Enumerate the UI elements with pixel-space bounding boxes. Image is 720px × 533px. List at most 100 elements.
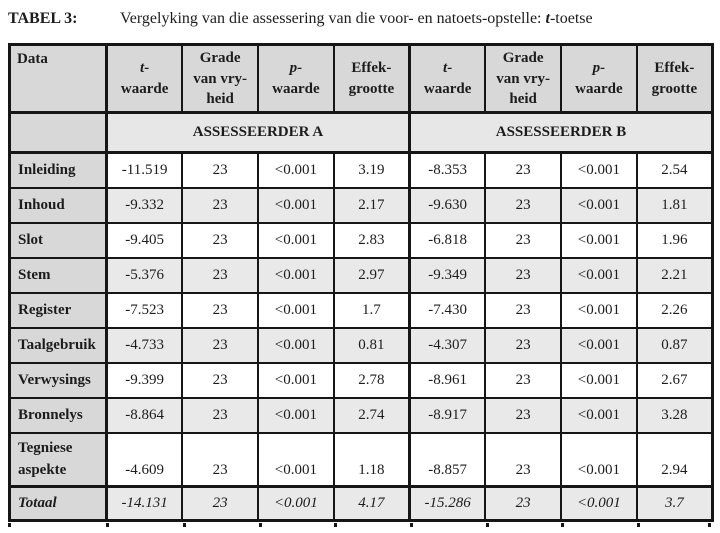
scan-artifact-stubs [8,522,714,528]
cell: 2.17 [332,186,411,224]
row-label: Bronnelys [8,396,108,434]
cell: <0.001 [257,431,335,488]
cell: -8.353 [408,151,487,189]
header-effek-b: Effek-grootte [635,43,714,114]
cell: <0.001 [560,431,638,488]
cell: -8.864 [105,396,184,434]
caption-label: TABEL 3: [8,10,78,27]
cell: -14.131 [105,485,184,522]
cell: 23 [484,256,562,294]
cell: 23 [484,186,562,224]
cell: 23 [484,326,562,364]
cell: 3.28 [635,396,714,434]
cell: -9.332 [105,186,184,224]
header-p-a: p-waarde [257,43,335,114]
table-row-totaal: Totaal -14.131 23 <0.001 4.17 -15.286 23… [8,485,714,522]
row-label: Register [8,291,108,329]
cell: 2.97 [332,256,411,294]
cell: -9.349 [408,256,487,294]
header-data: Data [8,43,108,114]
cell: 1.96 [635,221,714,259]
cell: 4.17 [332,485,411,522]
cell: 23 [181,361,259,399]
row-label: Inhoud [8,186,108,224]
cell: 2.94 [635,431,714,488]
cell: <0.001 [560,361,638,399]
cell: <0.001 [560,396,638,434]
cell: -9.399 [105,361,184,399]
cell: 23 [484,431,562,488]
cell: -4.609 [105,431,184,488]
cell: <0.001 [257,485,335,522]
table-row-slot: Slot -9.405 23 <0.001 2.83 -6.818 23 <0.… [8,221,714,259]
cell: 0.81 [332,326,411,364]
cell: 23 [181,291,259,329]
cell: 3.19 [332,151,411,189]
cell: 2.83 [332,221,411,259]
caption-text: Vergelyking van die assessering van die … [120,10,593,27]
row-label: Taalgebruik [8,326,108,364]
row-label: Stem [8,256,108,294]
assessor-group-row: ASSESSEERDER A ASSESSEERDER B [8,111,714,155]
cell: 3.7 [635,485,714,522]
t-test-comparison-table: Data t-waarde Grade van vry-heid p-waarde… [8,43,714,523]
cell: 23 [484,361,562,399]
cell: 2.26 [635,291,714,329]
cell: <0.001 [257,151,335,189]
cell: <0.001 [560,151,638,189]
header-grade-b: Grade van vry-heid [484,43,562,114]
cell: <0.001 [560,186,638,224]
cell: -11.519 [105,151,184,189]
cell: 23 [484,221,562,259]
cell: -9.630 [408,186,487,224]
table-row-bronnelys: Bronnelys -8.864 23 <0.001 2.74 -8.917 2… [8,396,714,434]
cell: -4.307 [408,326,487,364]
header-p-b: p-waarde [560,43,638,114]
cell: 23 [484,396,562,434]
cell: -7.430 [408,291,487,329]
header-effek-a: Effek-grootte [332,43,411,114]
cell: <0.001 [257,186,335,224]
group-header-assesseerder-b: ASSESSEERDER B [408,111,714,155]
cell: 23 [484,291,562,329]
cell: -8.857 [408,431,487,488]
cell: 2.74 [332,396,411,434]
cell: 2.67 [635,361,714,399]
cell: -4.733 [105,326,184,364]
table-caption: TABEL 3: Vergelyking van die assessering… [8,9,712,28]
header-t-a: t-waarde [105,43,184,114]
table-row-verwysings: Verwysings -9.399 23 <0.001 2.78 -8.961 … [8,361,714,399]
cell: 23 [181,221,259,259]
group-header-assesseerder-a: ASSESSEERDER A [105,111,411,155]
cell: 23 [181,485,259,522]
cell: 23 [181,151,259,189]
header-t-b: t-waarde [408,43,487,114]
table-row-stem: Stem -5.376 23 <0.001 2.97 -9.349 23 <0.… [8,256,714,294]
row-label: Slot [8,221,108,259]
cell: -5.376 [105,256,184,294]
cell: -9.405 [105,221,184,259]
table-row-tegniese-aspekte: Tegniese aspekte -4.609 23 <0.001 1.18 -… [8,431,714,488]
row-label: Inleiding [8,151,108,189]
cell: <0.001 [257,221,335,259]
cell: 23 [181,431,259,488]
cell: 2.54 [635,151,714,189]
cell: 23 [181,256,259,294]
row-label: Verwysings [8,361,108,399]
column-header-row: Data t-waarde Grade van vry-heid p-waarde… [8,43,714,114]
cell: <0.001 [560,291,638,329]
cell: 1.81 [635,186,714,224]
cell: -15.286 [408,485,487,522]
cell: 23 [181,396,259,434]
cell: 23 [181,326,259,364]
cell: <0.001 [257,256,335,294]
cell: 2.78 [332,361,411,399]
row-label: Tegniese aspekte [8,431,108,488]
table-row-taalgebruik: Taalgebruik -4.733 23 <0.001 0.81 -4.307… [8,326,714,364]
cell: -8.961 [408,361,487,399]
cell: 23 [484,151,562,189]
row-label: Totaal [8,485,108,522]
cell: 23 [484,485,562,522]
cell: -7.523 [105,291,184,329]
